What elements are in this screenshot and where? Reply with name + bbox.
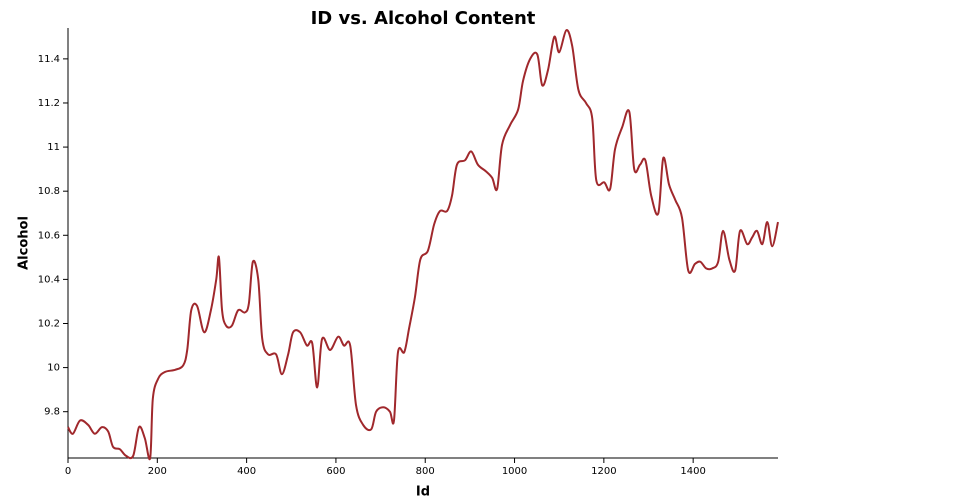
y-tick-label: 11.4: [38, 54, 60, 65]
x-tick-label: 600: [326, 466, 345, 477]
y-tick-label: 10: [47, 363, 60, 374]
x-tick-label: 1000: [502, 466, 527, 477]
y-tick-label: 10.2: [38, 318, 60, 329]
y-tick-label: 10.8: [38, 186, 60, 197]
y-tick-label: 10.4: [38, 274, 60, 285]
y-tick-label: 11.2: [38, 98, 60, 109]
x-tick-label: 400: [237, 466, 256, 477]
y-tick-label: 11: [47, 142, 60, 153]
x-axis-label: Id: [416, 485, 430, 500]
chart-title: ID vs. Alcohol Content: [311, 8, 536, 29]
y-tick-label: 10.6: [38, 230, 60, 241]
y-tick-label: 9.8: [44, 407, 60, 418]
line-series: [67, 29, 779, 461]
x-tick-label: 1200: [591, 466, 616, 477]
y-axis-label: Alcohol: [17, 216, 32, 270]
x-tick-label: 800: [416, 466, 435, 477]
x-tick-label: 0: [65, 466, 71, 477]
x-tick-label: 200: [148, 466, 167, 477]
x-tick-label: 1400: [680, 466, 705, 477]
